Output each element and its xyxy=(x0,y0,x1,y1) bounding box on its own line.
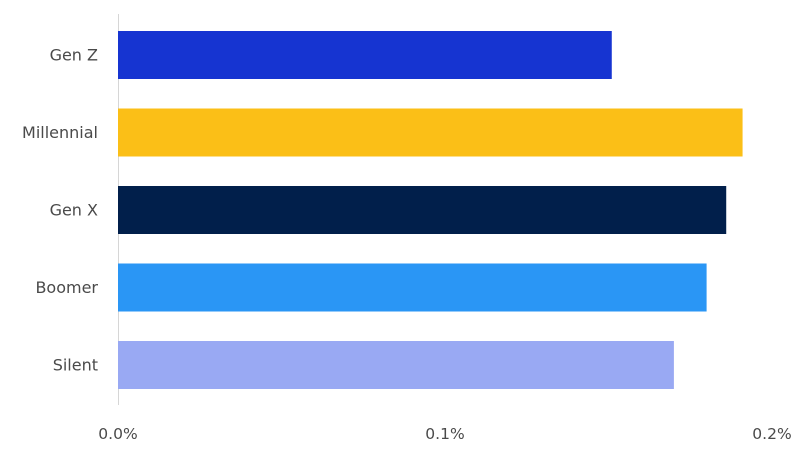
bar-gen-z xyxy=(118,31,612,79)
bar-millennial xyxy=(118,108,743,157)
category-labels-group: Gen Z Millennial Gen X Boomer Silent xyxy=(22,46,98,375)
category-label-boomer: Boomer xyxy=(35,278,98,297)
bars-group xyxy=(118,31,743,389)
category-label-gen-x: Gen X xyxy=(50,201,98,220)
bar-gen-x xyxy=(118,186,727,234)
x-tick-label: 0.2% xyxy=(752,425,791,443)
bar-silent xyxy=(118,341,674,389)
category-label-millennial: Millennial xyxy=(22,123,98,142)
bar-boomer xyxy=(118,263,707,312)
x-tick-labels-group: 0.0% 0.1% 0.2% xyxy=(98,425,791,443)
category-label-gen-z: Gen Z xyxy=(50,46,98,65)
category-label-silent: Silent xyxy=(53,356,98,375)
x-tick-label: 0.0% xyxy=(98,425,137,443)
x-tick-label: 0.1% xyxy=(425,425,464,443)
